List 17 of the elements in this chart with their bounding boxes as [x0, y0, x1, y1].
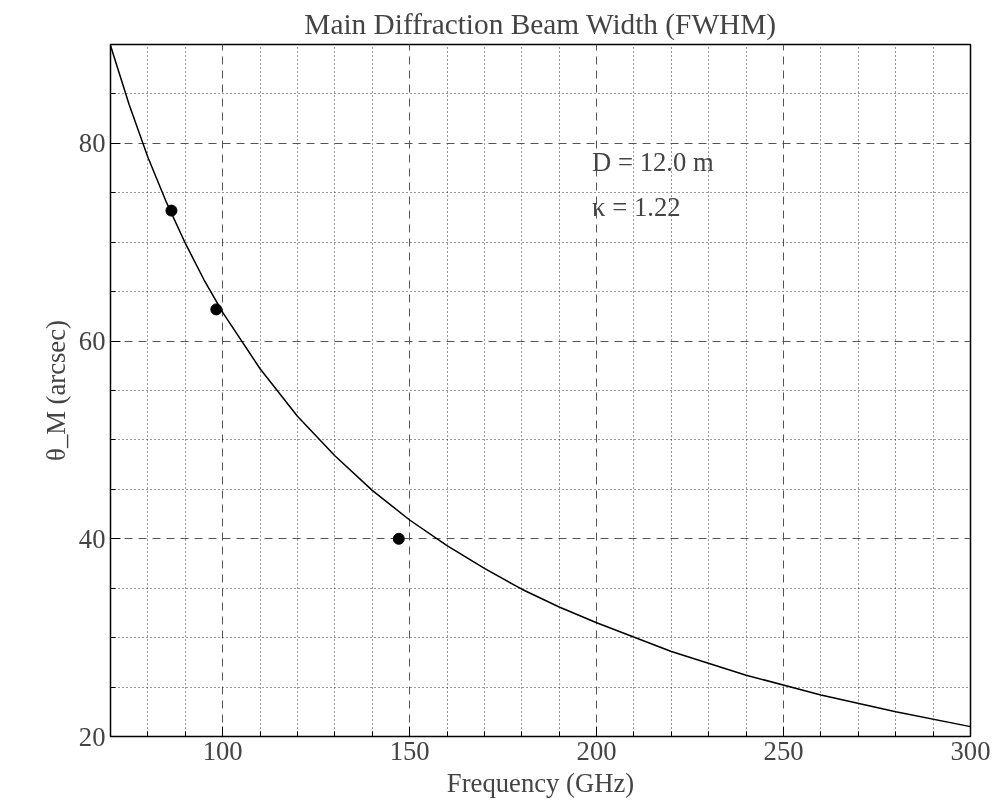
annotation: D = 12.0 m	[592, 146, 715, 177]
y-tick-label: 40	[78, 523, 106, 554]
y-tick-label: 80	[78, 128, 106, 159]
chart-title: Main Diffraction Beam Width (FWHM)	[304, 7, 777, 41]
x-tick-label: 100	[202, 735, 243, 766]
x-tick-label: 200	[576, 735, 617, 766]
point	[165, 204, 178, 217]
y-tick-label: 20	[78, 721, 106, 752]
y-axis-title: θ_M (arcsec)	[40, 320, 71, 461]
point	[392, 532, 405, 545]
x-axis-title: Frequency (GHz)	[446, 767, 635, 798]
annotation: κ = 1.22	[592, 192, 681, 222]
x-tick-label: 150	[389, 735, 430, 766]
x-tick-label: 300	[950, 735, 991, 766]
point	[210, 303, 223, 316]
y-tick-label: 60	[78, 326, 106, 357]
x-tick-label: 250	[763, 735, 804, 766]
